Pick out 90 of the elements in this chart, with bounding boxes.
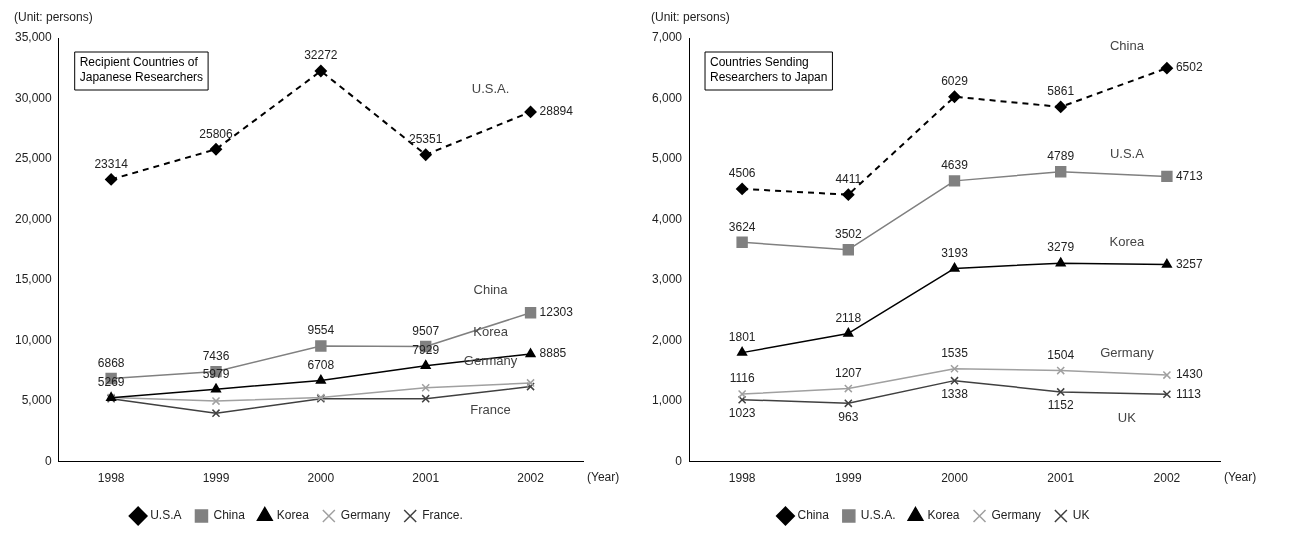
annotation: U.S.A bbox=[1109, 145, 1145, 161]
y-tick-label: 10,000 bbox=[15, 332, 53, 347]
x-tick-label: 1999 bbox=[202, 471, 230, 486]
data-label: 3624 bbox=[728, 219, 756, 234]
data-label: 25806 bbox=[199, 126, 233, 141]
y-tick-label: 2,000 bbox=[652, 332, 683, 347]
annotation: UK bbox=[1117, 409, 1137, 425]
legend-label: UK bbox=[1072, 508, 1090, 523]
legend-label: U.S.A. bbox=[860, 508, 896, 523]
y-tick-label: 0 bbox=[675, 453, 683, 468]
x-tick-label: 2002 bbox=[1153, 471, 1181, 486]
data-label: 963 bbox=[838, 409, 859, 424]
annotation: China bbox=[1109, 37, 1145, 53]
y-tick-label: 1,000 bbox=[652, 393, 683, 408]
x-tick-label: 1998 bbox=[728, 471, 756, 486]
data-label: 4639 bbox=[941, 158, 969, 173]
y-tick-label: 0 bbox=[45, 453, 53, 468]
x-tick-label: 2001 bbox=[1047, 471, 1075, 486]
x-tick-label: 1999 bbox=[834, 471, 862, 486]
data-label: 3279 bbox=[1047, 240, 1075, 255]
data-label: 4789 bbox=[1047, 149, 1075, 164]
data-label: 7436 bbox=[202, 348, 230, 363]
y-axis-title: (Unit: persons) bbox=[14, 10, 93, 25]
y-tick-label: 7,000 bbox=[652, 30, 683, 45]
data-label: 1023 bbox=[728, 406, 756, 421]
annotation: U.S.A. bbox=[471, 81, 510, 97]
y-tick-label: 25,000 bbox=[15, 151, 53, 166]
data-label: 1338 bbox=[941, 386, 969, 401]
data-label: 3257 bbox=[1175, 256, 1203, 271]
legend-label: France. bbox=[422, 508, 463, 523]
annotation: Germany bbox=[1100, 344, 1155, 360]
x-axis-title: (Year) bbox=[1224, 469, 1257, 484]
data-label: 2118 bbox=[835, 310, 862, 325]
data-label: 25351 bbox=[409, 132, 443, 147]
data-label: 1113 bbox=[1175, 386, 1202, 401]
data-label: 1801 bbox=[728, 329, 756, 344]
y-axis-title: (Unit: persons) bbox=[651, 10, 730, 25]
data-label: 28894 bbox=[539, 104, 574, 119]
x-tick-label: 2001 bbox=[412, 471, 440, 486]
annotation: Korea bbox=[1109, 234, 1146, 250]
text: Recipient Countries of Japanese Researchers bbox=[79, 55, 204, 85]
y-tick-label: 15,000 bbox=[15, 272, 53, 287]
data-label: 4506 bbox=[728, 166, 756, 181]
data-label: 6868 bbox=[97, 355, 125, 370]
data-label: 4713 bbox=[1175, 168, 1203, 183]
y-tick-label: 30,000 bbox=[15, 90, 53, 105]
data-label: 1207 bbox=[834, 365, 862, 380]
data-label: 1504 bbox=[1047, 347, 1075, 362]
legend-label: Korea bbox=[927, 508, 960, 523]
data-label: 8885 bbox=[539, 346, 567, 361]
data-label: 7929 bbox=[412, 342, 440, 357]
data-label: 1152 bbox=[1047, 398, 1074, 413]
y-tick-label: 6,000 bbox=[652, 90, 683, 105]
annotation: France bbox=[470, 402, 511, 418]
legend-label: U.S.A bbox=[150, 508, 182, 523]
data-label: 9554 bbox=[307, 323, 335, 338]
data-label: 1430 bbox=[1175, 367, 1203, 382]
data-label: 1535 bbox=[941, 346, 969, 361]
x-tick-label: 1998 bbox=[97, 471, 125, 486]
x-tick-label: 2002 bbox=[517, 471, 545, 486]
x-tick-label: 2000 bbox=[941, 471, 969, 486]
legend-label: Korea bbox=[276, 508, 310, 523]
y-tick-label: 5,000 bbox=[21, 393, 53, 408]
y-tick-label: 3,000 bbox=[652, 272, 683, 287]
data-label: 12303 bbox=[539, 305, 574, 320]
legend-label: China bbox=[797, 508, 830, 523]
data-label: 6708 bbox=[307, 357, 335, 372]
data-label: 23314 bbox=[94, 156, 129, 171]
data-label: 3502 bbox=[834, 226, 862, 241]
x-tick-label: 2000 bbox=[307, 471, 335, 486]
legend-label: Germany bbox=[340, 508, 391, 523]
x-axis-title: (Year) bbox=[587, 469, 620, 484]
data-label: 5269 bbox=[97, 375, 125, 390]
data-label: 32272 bbox=[304, 48, 338, 63]
text: Countries Sending Researchers to Japan bbox=[710, 55, 828, 85]
legend-label: Germany bbox=[991, 508, 1041, 523]
y-tick-label: 35,000 bbox=[15, 30, 53, 45]
data-label: 3193 bbox=[941, 245, 969, 260]
data-label: 1116 bbox=[729, 371, 755, 386]
y-tick-label: 4,000 bbox=[652, 211, 683, 226]
legend-label: China bbox=[213, 508, 246, 523]
annotation: Korea bbox=[473, 323, 509, 339]
y-tick-label: 5,000 bbox=[652, 151, 683, 166]
data-label: 6029 bbox=[941, 74, 969, 89]
annotation: China bbox=[473, 282, 509, 298]
data-label: 4411 bbox=[835, 171, 862, 186]
data-label: 5861 bbox=[1047, 84, 1075, 99]
y-tick-label: 20,000 bbox=[15, 211, 53, 226]
data-label: 9507 bbox=[412, 323, 440, 338]
data-label: 6502 bbox=[1175, 60, 1203, 75]
